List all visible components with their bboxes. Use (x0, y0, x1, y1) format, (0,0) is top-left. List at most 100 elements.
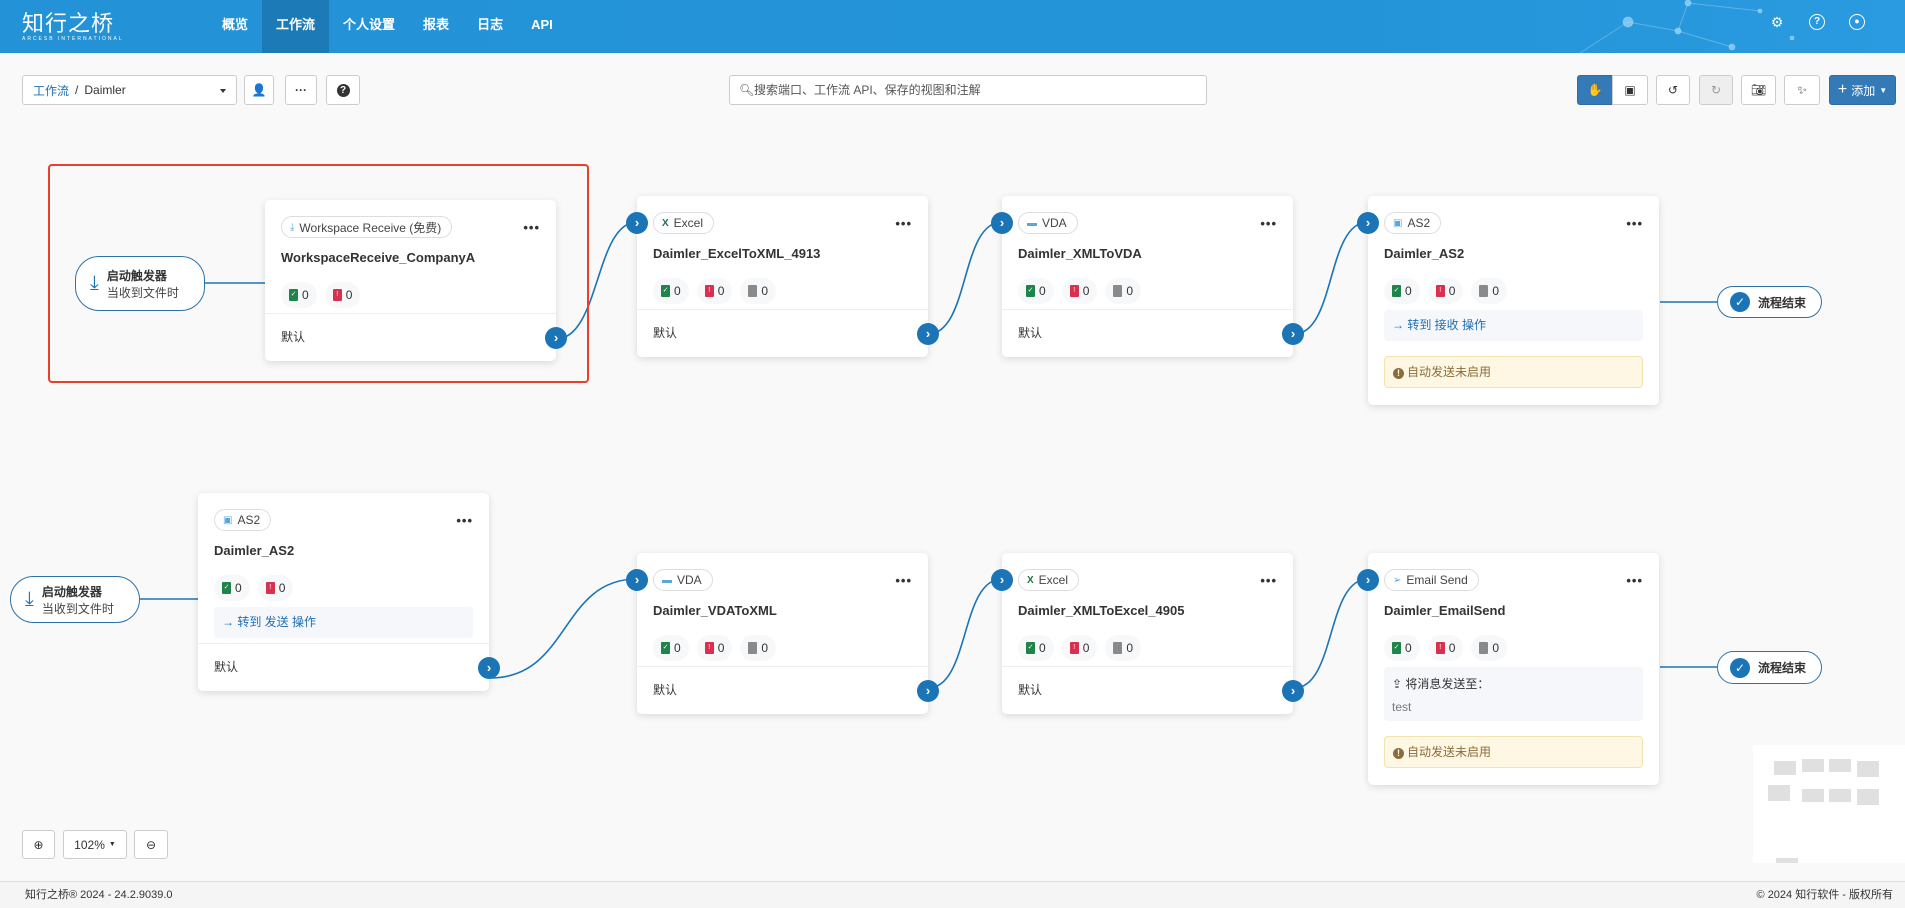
file-count-stat[interactable]: ✓ 0 (214, 575, 250, 601)
input-port-chevron-icon[interactable]: › (991, 212, 1013, 234)
flow-end-2[interactable]: ✓ 流程结束 (1717, 651, 1822, 684)
more-options-icon[interactable]: ••• (1626, 572, 1643, 588)
error-file-icon: ! (1069, 285, 1079, 297)
badge-label: Workspace Receive (免费) (299, 220, 442, 235)
workflow-node-card[interactable]: X Excel ••• Daimler_XMLToExcel_4905 ✓ 0! 0 0 默… (991, 553, 1304, 714)
file-count-stat[interactable]: ! 0 (696, 278, 733, 304)
pending-file-icon (1479, 285, 1489, 297)
file-count-stat[interactable]: ! 0 (324, 282, 361, 308)
file-count-stat[interactable]: ! 0 (1427, 635, 1464, 661)
file-count-stat[interactable]: ✓ 0 (1018, 635, 1054, 661)
gear-icon[interactable]: ⚙ (1770, 14, 1784, 30)
file-count-stat[interactable]: ! 0 (257, 575, 294, 601)
more-options-icon[interactable]: ••• (895, 215, 912, 231)
output-port-chevron-icon[interactable]: › (478, 657, 500, 679)
badge-label: Excel (1038, 573, 1069, 587)
count: 0 (674, 641, 681, 655)
undo-button[interactable]: ↺ (1656, 75, 1690, 105)
output-port-chevron-icon[interactable]: › (917, 680, 939, 702)
minimap[interactable] (1753, 745, 1905, 863)
redo-button[interactable]: ↻ (1699, 75, 1733, 105)
file-count-stat[interactable]: 0 (1105, 278, 1142, 304)
file-count-stat[interactable]: ✓ 0 (653, 278, 689, 304)
workflow-node-card[interactable]: ▣ AS2 ••• Daimler_AS2 ✓ 0! 0 → 转到 发送 操作 默认 › (198, 493, 500, 691)
auto-layout-button[interactable]: ✨︎ (1784, 75, 1820, 105)
badge-label: AS2 (237, 513, 261, 527)
workflow-node-card[interactable]: ▬ VDA ••• Daimler_XMLToVDA ✓ 0! 0 0 默认 › › (991, 196, 1304, 357)
zoom-in-button[interactable]: ⊕ (22, 830, 55, 859)
select-mode-button[interactable]: ▣ (1612, 75, 1648, 105)
file-count-stat[interactable]: ! 0 (1061, 278, 1098, 304)
node-title: Daimler_XMLToExcel_4905 (1018, 603, 1185, 618)
download-icon: ⤓ (290, 221, 295, 233)
user-button[interactable]: 👤 (244, 75, 274, 105)
workflow-node-card[interactable]: ▬ VDA ••• Daimler_VDAToXML ✓ 0! 0 0 默认 › › (626, 553, 939, 714)
workflow-node-card[interactable]: ▣ AS2 ••• Daimler_AS2 ✓ 0! 0 0 → 转到 接收 操作! 自动发送… (1357, 196, 1659, 405)
start-trigger-1[interactable]: ⤓ 启动触发器 当收到文件时 (75, 256, 205, 311)
upload-icon: ⇪ (1392, 677, 1406, 691)
workflow-node-card[interactable]: X Excel ••• Daimler_ExcelToXML_4913 ✓ 0! 0 0 默… (626, 196, 939, 357)
input-port-chevron-icon[interactable]: › (1357, 569, 1379, 591)
zoom-out-icon: ⊖ (145, 837, 157, 852)
file-count-stat[interactable]: 0 (740, 635, 777, 661)
more-options-icon[interactable]: ••• (523, 219, 540, 235)
nav-item[interactable]: 日志 (477, 17, 504, 32)
file-count-stat[interactable]: ✓ 0 (653, 635, 689, 661)
nav-item[interactable]: 概览 (222, 17, 249, 32)
help-icon[interactable]: ? (1809, 14, 1825, 30)
help-button[interactable]: ? (326, 75, 360, 105)
success-file-icon: ✓ (661, 642, 670, 654)
divider (637, 666, 928, 667)
snapshot-button[interactable]: 📷︎ (1741, 75, 1776, 105)
workflow-breadcrumb-select[interactable]: 工作流 / Daimler (22, 75, 237, 105)
output-port-chevron-icon[interactable]: › (917, 323, 939, 345)
search-input[interactable]: 🔍︎ 搜索端口、工作流 API、保存的视图和注解 (729, 75, 1207, 105)
file-count-stat[interactable]: ✓ 0 (1018, 278, 1054, 304)
workflow-node-card[interactable]: ⤓ Workspace Receive (免费) ••• WorkspaceRece… (265, 200, 567, 361)
file-count-stat[interactable]: 0 (1471, 278, 1508, 304)
logo[interactable]: 知行之桥 ARCESB INTERNATIONAL (22, 6, 124, 42)
more-options-icon[interactable]: ••• (456, 512, 473, 528)
zoom-out-button[interactable]: ⊖ (134, 830, 168, 859)
user-circle-icon[interactable]: ● (1849, 14, 1865, 30)
nav-item[interactable]: 报表 (423, 17, 450, 32)
file-count-stat[interactable]: ! 0 (1061, 635, 1098, 661)
file-count-stat[interactable]: ✓ 0 (281, 282, 317, 308)
zoom-level-select[interactable]: 102% ▼ (63, 830, 127, 859)
more-options-icon[interactable]: ••• (1260, 215, 1277, 231)
file-count-stat[interactable]: ✓ 0 (1384, 635, 1420, 661)
file-count-stat[interactable]: ✓ 0 (1384, 278, 1420, 304)
flow-end-1[interactable]: ✓ 流程结束 (1717, 286, 1822, 318)
goto-action-link[interactable]: → 转到 接收 操作 (1384, 310, 1643, 341)
goto-action-link[interactable]: → 转到 发送 操作 (214, 607, 473, 638)
file-count-stat[interactable]: ! 0 (1427, 278, 1464, 304)
error-file-icon: ! (265, 582, 275, 594)
add-button[interactable]: + 添加 ▼ (1829, 75, 1896, 105)
file-count-stat[interactable]: ! 0 (696, 635, 733, 661)
input-port-chevron-icon[interactable]: › (1357, 212, 1379, 234)
output-port-chevron-icon[interactable]: › (545, 327, 567, 349)
nav-item[interactable]: 个人设置 (343, 17, 396, 32)
workflow-node-card[interactable]: ➢ Email Send ••• Daimler_EmailSend ✓ 0! 0 0 ⇪ … (1357, 553, 1659, 785)
pending-file-icon (1479, 642, 1489, 654)
output-port-chevron-icon[interactable]: › (1282, 323, 1304, 345)
nav-item[interactable]: API (531, 17, 553, 32)
file-count-stat[interactable]: 0 (1471, 635, 1508, 661)
input-port-chevron-icon[interactable]: › (626, 569, 648, 591)
input-port-chevron-icon[interactable]: › (626, 212, 648, 234)
more-options-icon[interactable]: ••• (895, 572, 912, 588)
more-options-icon[interactable]: ••• (1626, 215, 1643, 231)
breadcrumb-root-link[interactable]: 工作流 (33, 83, 70, 98)
output-port-chevron-icon[interactable]: › (1282, 680, 1304, 702)
more-options-icon[interactable]: ••• (1260, 572, 1277, 588)
start-trigger-2[interactable]: ⤓ 启动触发器 当收到文件时 (10, 576, 140, 623)
trigger-title: 启动触发器 (106, 268, 167, 283)
more-button[interactable]: ··· (285, 75, 317, 105)
pending-file-icon (1113, 642, 1123, 654)
success-file-icon: ✓ (222, 582, 231, 594)
pan-mode-button[interactable]: ✋ (1577, 75, 1613, 105)
nav-item[interactable]: 工作流 (262, 0, 330, 53)
file-count-stat[interactable]: 0 (1105, 635, 1142, 661)
input-port-chevron-icon[interactable]: › (991, 569, 1013, 591)
file-count-stat[interactable]: 0 (740, 278, 777, 304)
